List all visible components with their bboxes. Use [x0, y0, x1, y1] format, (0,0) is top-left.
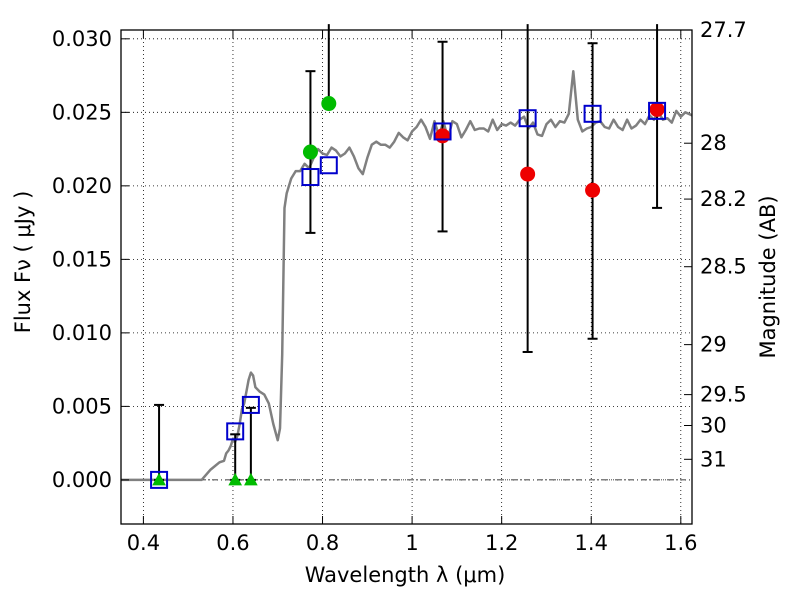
spectrum-line — [121, 69, 693, 482]
right-tick-label: 28.5 — [700, 255, 747, 279]
y-tick-label: 0.030 — [52, 27, 112, 51]
x-tick-label: 0.4 — [127, 531, 160, 555]
right-tick-label: 28 — [700, 131, 727, 155]
x-tick-labels: 0.4 0.6 0.8 1 1.2 1.4 1.6 — [127, 531, 698, 555]
y-tick-label: 0.015 — [52, 247, 112, 271]
observed-upper-limit-point — [244, 472, 258, 486]
observed-point — [649, 101, 665, 117]
y-tick-labels: 0.000 0.005 0.010 0.015 0.020 0.025 0.030 — [52, 27, 112, 492]
model-points — [150, 101, 667, 489]
plot-frame — [120, 29, 693, 525]
observed-upper-limit-point — [152, 472, 166, 486]
x-tick-label: 0.8 — [306, 531, 339, 555]
right-tick-labels: 27.7 28 28.2 28.5 29 29.5 30 31 — [700, 18, 747, 471]
observed-point — [435, 128, 451, 144]
y-tick-label: 0.020 — [52, 174, 112, 198]
model-point — [241, 395, 260, 414]
model-spectrum — [121, 69, 693, 482]
right-tick-label: 29 — [700, 333, 727, 357]
right-tick-label: 31 — [700, 447, 727, 471]
y-axis-title: Flux Fν ( μJy ) — [11, 191, 35, 334]
error-bars — [154, 24, 663, 481]
observed-point — [302, 144, 318, 160]
y-tick-label: 0.005 — [52, 394, 112, 418]
model-point — [518, 109, 537, 128]
model-point — [648, 101, 667, 120]
model-point — [150, 470, 169, 489]
right-tick-label: 30 — [700, 413, 727, 437]
right-axis-title: Magnitude (AB) — [756, 195, 780, 358]
x-tick-label: 1 — [405, 531, 418, 555]
model-point — [433, 122, 452, 141]
observed-points — [152, 96, 665, 486]
x-tick-label: 1.4 — [575, 531, 608, 555]
grid-lines — [121, 30, 692, 524]
y-tick-label: 0.000 — [52, 468, 112, 492]
model-point — [301, 168, 320, 187]
x-tick-label: 1.6 — [664, 531, 697, 555]
x-tick-label: 1.2 — [485, 531, 518, 555]
right-tick-label: 29.5 — [700, 383, 747, 407]
y-tick-label: 0.025 — [52, 100, 112, 124]
model-point — [319, 156, 338, 175]
model-point — [226, 422, 245, 441]
observed-point — [585, 182, 601, 198]
right-tick-label: 27.7 — [700, 18, 747, 42]
x-axis-title: Wavelength λ (μm) — [305, 563, 506, 587]
observed-point — [520, 166, 536, 182]
x-tick-label: 0.6 — [216, 531, 249, 555]
observed-upper-limit-point — [228, 472, 243, 486]
axis-ticks — [121, 29, 692, 524]
y-tick-label: 0.010 — [52, 321, 112, 345]
model-point — [583, 104, 602, 123]
right-tick-label: 28.2 — [700, 187, 747, 211]
observed-point — [321, 96, 337, 112]
